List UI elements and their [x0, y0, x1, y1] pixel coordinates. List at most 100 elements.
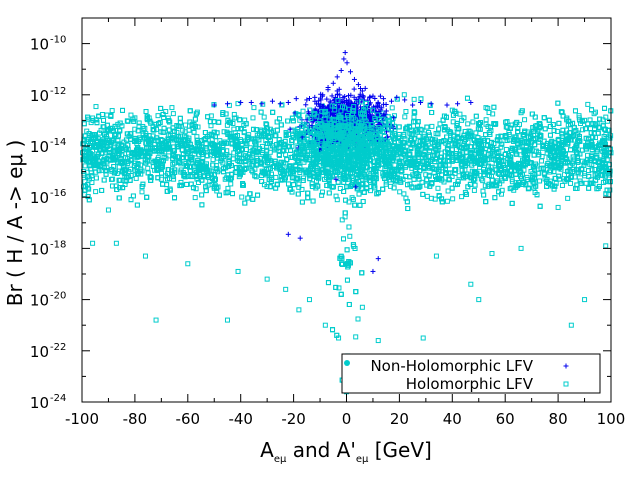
- holomorphic-point: [424, 193, 430, 199]
- holomorphic-point: [600, 117, 606, 123]
- holomorphic-point: [450, 196, 456, 202]
- holomorphic-point: [296, 181, 302, 187]
- holomorphic-point: [389, 105, 395, 111]
- holomorphic-point: [178, 161, 184, 167]
- holomorphic-point: [435, 185, 441, 191]
- holomorphic-point: [145, 165, 151, 171]
- holomorphic-point: [514, 151, 520, 157]
- holomorphic-point: [517, 168, 523, 174]
- holomorphic-point: [585, 101, 591, 107]
- holomorphic-point: [136, 120, 142, 126]
- holomorphic-point: [429, 123, 435, 129]
- holomorphic-point: [401, 191, 407, 197]
- holomorphic-point: [604, 118, 610, 124]
- holomorphic-point: [261, 114, 267, 120]
- holomorphic-point: [602, 178, 608, 184]
- holomorphic-point: [116, 164, 122, 170]
- holomorphic-point: [442, 167, 448, 173]
- holomorphic-point: [222, 176, 228, 182]
- holomorphic-point: [139, 189, 145, 195]
- holomorphic-point: [241, 130, 247, 136]
- holomorphic-point: [228, 181, 234, 187]
- holomorphic-point: [401, 92, 407, 98]
- holomorphic-point: [445, 188, 451, 194]
- holomorphic-point: [402, 114, 408, 120]
- holomorphic-point: [522, 117, 528, 123]
- holomorphic-point: [416, 176, 422, 182]
- holomorphic-point: [319, 192, 325, 198]
- points-layer: [80, 50, 614, 395]
- holomorphic-point: [465, 121, 471, 127]
- holomorphic-point: [178, 179, 184, 185]
- holomorphic-point: [568, 180, 574, 186]
- holomorphic-point: [446, 176, 452, 182]
- holomorphic-point: [607, 135, 613, 141]
- holomorphic-point: [471, 187, 477, 193]
- holomorphic-point: [426, 173, 432, 179]
- holomorphic-point: [444, 198, 450, 204]
- holomorphic-point: [559, 182, 565, 188]
- holomorphic-point: [193, 186, 199, 192]
- holomorphic-point: [82, 163, 88, 169]
- holomorphic-point: [88, 120, 94, 126]
- holomorphic-point: [339, 217, 345, 223]
- holomorphic-point: [564, 169, 570, 175]
- holomorphic-point: [93, 189, 99, 195]
- holomorphic-point: [161, 114, 167, 120]
- holomorphic-point: [480, 178, 486, 184]
- holomorphic-point: [109, 108, 115, 114]
- holomorphic-point: [338, 261, 344, 267]
- holomorphic-point: [108, 176, 114, 182]
- holomorphic-point: [230, 120, 236, 126]
- holomorphic-point: [437, 121, 443, 127]
- holomorphic-point: [133, 175, 139, 181]
- holomorphic-point: [235, 101, 241, 107]
- holomorphic-point: [411, 96, 417, 102]
- holomorphic-point: [183, 122, 189, 128]
- holomorphic-point: [357, 202, 363, 208]
- holomorphic-point: [567, 169, 573, 175]
- holomorphic-point: [148, 175, 154, 181]
- holomorphic-point: [82, 179, 88, 185]
- holomorphic-point: [104, 165, 110, 171]
- holomorphic-point: [503, 119, 509, 125]
- holomorphic-point: [565, 195, 571, 201]
- holomorphic-point: [239, 194, 245, 200]
- holomorphic-point: [502, 176, 508, 182]
- holomorphic-point: [253, 174, 259, 180]
- holomorphic-point: [231, 111, 237, 117]
- holomorphic-point: [155, 113, 161, 119]
- holomorphic-point: [217, 138, 223, 144]
- holomorphic-point: [463, 150, 469, 156]
- holomorphic-point: [242, 159, 248, 165]
- holomorphic-point: [424, 182, 430, 188]
- holomorphic-point: [170, 111, 176, 117]
- holomorphic-point: [580, 127, 586, 133]
- holomorphic-point: [432, 196, 438, 202]
- holomorphic-point: [319, 189, 325, 195]
- holomorphic-point: [482, 183, 488, 189]
- holomorphic-point: [249, 168, 255, 174]
- holomorphic-point: [353, 334, 359, 340]
- holomorphic-point: [589, 152, 595, 158]
- holomorphic-point: [452, 167, 458, 173]
- holomorphic-point: [470, 119, 476, 125]
- holomorphic-point: [459, 194, 465, 200]
- holomorphic-point: [93, 104, 99, 110]
- holomorphic-point: [192, 195, 198, 201]
- holomorphic-point: [283, 152, 289, 158]
- holomorphic-point: [336, 285, 342, 291]
- holomorphic-point: [607, 187, 613, 193]
- holomorphic-point: [553, 180, 559, 186]
- holomorphic-point: [403, 109, 409, 115]
- holomorphic-point: [483, 117, 489, 123]
- holomorphic-point: [221, 148, 227, 154]
- holomorphic-point: [276, 140, 282, 146]
- holomorphic-point: [350, 196, 356, 202]
- holomorphic-point: [166, 153, 172, 159]
- holomorphic-point: [180, 127, 186, 133]
- holomorphic-point: [246, 132, 252, 138]
- holomorphic-point: [347, 233, 353, 239]
